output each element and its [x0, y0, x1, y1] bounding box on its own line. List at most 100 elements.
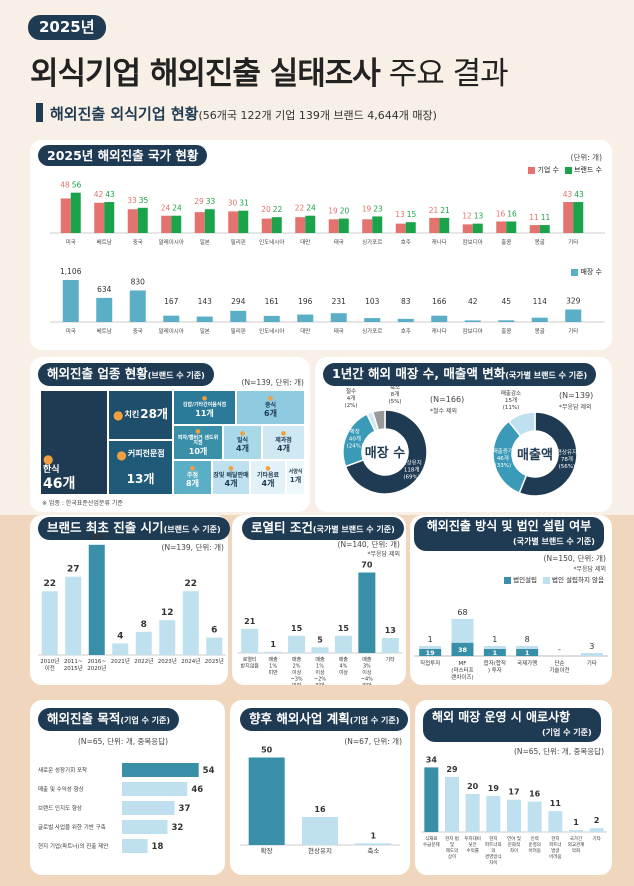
bar-not-established	[516, 646, 539, 649]
stores-value-label: 114	[533, 297, 548, 306]
bar	[486, 795, 501, 832]
category-label: 브랜드 인지도 향상	[38, 804, 82, 812]
bar-value-label: 29	[446, 765, 458, 774]
category-label: 이상	[362, 669, 372, 676]
category-label: 직접투자	[420, 659, 440, 667]
stores-value-label: 167	[164, 297, 179, 306]
cake-icon: ●	[280, 429, 287, 437]
category-label: 2022년	[134, 657, 153, 665]
bibimbap-icon: ●	[43, 451, 54, 466]
category-label: 미만	[292, 682, 302, 685]
slice-label: (2%)	[344, 403, 357, 409]
stores-value-label: 103	[365, 297, 380, 306]
category-label: (마스터프	[451, 666, 473, 674]
method-meta: (N=150, 단위: 개)	[543, 554, 606, 563]
company-value-label: 24	[161, 204, 171, 213]
chicken-leg-icon: ●	[113, 408, 124, 422]
company-value-label: 29	[194, 197, 204, 206]
bar-value-label: 22	[43, 579, 56, 589]
category-label: 랜차이즈)	[451, 673, 473, 681]
company-value-label: 13	[395, 210, 405, 219]
slice-label: 매출증가	[493, 447, 513, 455]
category-label: ~2%	[314, 677, 326, 683]
bar-stores	[364, 318, 381, 322]
brand-value-label: 43	[574, 190, 584, 199]
bar-brand	[271, 217, 282, 233]
country-title: 2025년 해외진출 국가 현황	[38, 145, 208, 166]
purpose-chart: 54 새로운 성장기회 포착 46 매출 및 수익성 향상 37 브랜드 인지도 향상 32…	[38, 763, 215, 853]
bar-company	[228, 211, 239, 233]
bar	[112, 643, 129, 655]
category-label: 인력	[531, 835, 539, 842]
country-label: 베트남	[97, 238, 112, 246]
bar-value-label: 8	[141, 620, 147, 630]
category-label: 기타	[386, 656, 396, 663]
country-label: 필리핀	[231, 327, 246, 335]
royalty-chart: 21로열티받지않음1매출1%미만15매출2%이상~3%미만5매출1%이상~2%미…	[238, 561, 402, 685]
bar-value-label: 32	[171, 823, 183, 833]
category-label: 어려움	[549, 853, 561, 860]
total-value-label: 68	[457, 608, 467, 617]
established-value-label: 1	[493, 649, 498, 657]
page-title: 외식기업 해외진출 실태조사 주요 결과	[30, 48, 509, 93]
bar-value-label: 6	[211, 626, 217, 636]
method-legend: 법인설립 법인 설립하지 않음	[504, 574, 604, 584]
year-badge: 2025년	[28, 15, 106, 40]
slice-label: 축소	[390, 383, 400, 391]
donut-slice	[492, 420, 528, 494]
bar-brand	[472, 223, 483, 233]
left-note: *철수 제외	[430, 408, 457, 415]
bar-value-label: 1	[270, 640, 276, 649]
slice-label: (11%)	[503, 405, 520, 411]
slice-label: 118개	[404, 466, 420, 474]
category-label: 의	[491, 847, 495, 854]
beer-icon: ●	[189, 464, 196, 472]
country-unit: (단위: 개)	[570, 153, 602, 162]
category-label: 1%	[269, 664, 277, 670]
brand-value-label: 16	[507, 209, 517, 218]
category-label: 기타	[593, 835, 602, 842]
industry-footnote: ※ 업종 : 한국표준산업분류 기준	[42, 500, 123, 507]
country-label: 베트남	[97, 327, 112, 335]
bar	[41, 591, 58, 655]
country-label: 일본	[200, 238, 210, 246]
bar-company	[127, 209, 138, 233]
category-label: 매출 및 수익성 향상	[38, 785, 84, 793]
brand-value-label: 56	[72, 181, 82, 190]
bar-not-established	[451, 618, 474, 643]
treemap-label: 포장및 배달판매점	[213, 471, 249, 479]
company-value-label: 30	[228, 199, 238, 208]
industry-meta: (N=139, 단위: 개)	[241, 378, 304, 387]
burger-icon: ●	[195, 427, 201, 435]
category-label: 및	[450, 841, 454, 848]
bar	[206, 637, 223, 655]
stores-value-label: 45	[501, 297, 511, 306]
bar-company	[94, 202, 105, 233]
country-label: 태국	[334, 327, 344, 335]
country-label: 태국	[334, 238, 344, 246]
treemap-cell: ● 한식 46개	[40, 390, 108, 495]
category-label: 투자대비	[464, 835, 481, 842]
bar-brand	[439, 217, 450, 233]
bar-company	[362, 219, 373, 233]
bar-not-established	[419, 646, 442, 649]
slice-label: 현상유지	[402, 459, 422, 467]
category-label: 기타	[587, 659, 597, 667]
bar	[288, 635, 306, 653]
category-label: 기술이전	[549, 666, 569, 674]
company-value-label: 12	[462, 212, 472, 221]
category-label: 축소	[367, 846, 379, 855]
category-label: 차이	[510, 847, 518, 854]
total-value-label: -	[558, 645, 561, 654]
slice-label: 78개	[561, 455, 573, 463]
category-label: 현지	[489, 835, 497, 842]
country-label: 싱가포르	[362, 238, 382, 246]
bar-brand	[104, 202, 115, 233]
established-value-label: 1	[525, 649, 530, 657]
bar	[159, 620, 176, 655]
bar-company	[161, 215, 172, 233]
treemap-value: 10개	[188, 446, 208, 456]
slice-label: (33%)	[495, 463, 512, 469]
bar-company	[529, 225, 540, 233]
